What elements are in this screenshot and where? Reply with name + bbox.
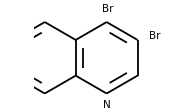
Text: Br: Br (102, 4, 114, 14)
Text: N: N (103, 99, 111, 109)
Text: Br: Br (149, 31, 160, 40)
